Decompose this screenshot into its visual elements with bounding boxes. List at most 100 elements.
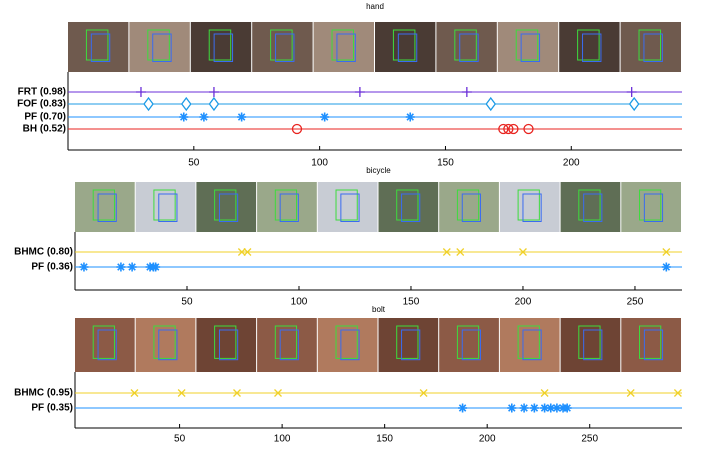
m [530, 404, 539, 412]
m [80, 263, 88, 271]
thumbnail [560, 318, 621, 372]
box [639, 325, 662, 359]
thumbnail [317, 318, 378, 372]
box [461, 329, 481, 361]
box [461, 193, 481, 222]
failure-marker [498, 123, 509, 135]
x-tick-label: 200 [479, 434, 496, 445]
m [406, 113, 414, 121]
m [673, 389, 682, 397]
box [214, 325, 237, 359]
box [578, 189, 601, 221]
failure-marker [529, 403, 539, 413]
m [626, 389, 635, 397]
x-tick-label: 100 [291, 297, 308, 308]
series-label: PF (0.70) [24, 112, 66, 123]
failure-marker [274, 389, 282, 397]
box [279, 193, 299, 222]
failure-marker [237, 248, 246, 256]
x-tick-label: 200 [563, 158, 580, 169]
failure-marker [179, 112, 189, 122]
box [270, 29, 293, 61]
m [442, 248, 451, 256]
failure-marker [130, 389, 139, 397]
box [454, 29, 477, 61]
box [92, 189, 115, 221]
m [553, 404, 561, 412]
box [153, 189, 176, 221]
failure-marker [405, 112, 415, 122]
box [335, 189, 358, 221]
box [152, 33, 172, 62]
box [643, 329, 664, 361]
failure-marker [79, 262, 89, 272]
series-label: PF (0.35) [31, 403, 73, 414]
failure-marker [442, 248, 451, 256]
box [459, 33, 479, 62]
failure-marker [508, 123, 519, 135]
failure-marker [562, 403, 572, 413]
x-tick-label: 100 [311, 158, 328, 169]
x-tick-label: 100 [274, 434, 291, 445]
box [456, 325, 480, 359]
box [92, 325, 115, 359]
thumbnail [378, 318, 439, 372]
failure-marker [243, 248, 252, 256]
m [547, 404, 555, 412]
m [523, 123, 534, 135]
m [662, 248, 671, 256]
thumbnail [135, 318, 196, 372]
failure-marker [143, 96, 154, 112]
box [279, 329, 299, 361]
box [522, 193, 542, 222]
m [540, 404, 549, 412]
m [485, 96, 497, 112]
box [147, 29, 170, 61]
box [582, 33, 602, 62]
panel-title: bicycle [366, 166, 391, 175]
box [578, 325, 601, 359]
x-tick-label: 200 [515, 297, 532, 308]
box [153, 325, 176, 359]
failure-marker [177, 389, 186, 397]
box [397, 33, 418, 62]
x-tick-label: 250 [581, 434, 598, 445]
box [517, 189, 540, 221]
box [218, 193, 239, 222]
box [336, 33, 356, 62]
failure-marker [673, 389, 682, 397]
box [515, 29, 539, 61]
failure-marker [540, 389, 549, 397]
series-label: FRT (0.98) [18, 87, 66, 98]
x-tick-label: 150 [403, 297, 420, 308]
series-label: PF (0.36) [31, 262, 73, 273]
box [396, 325, 419, 359]
box [274, 325, 298, 359]
failure-marker [507, 403, 517, 413]
failure-marker [461, 87, 472, 97]
x-tick-label: 50 [174, 434, 186, 445]
m [540, 389, 549, 397]
m [519, 248, 527, 256]
thumbnail [439, 318, 499, 372]
box [643, 33, 663, 62]
box [643, 193, 664, 222]
series-label: FOF (0.83) [17, 99, 66, 110]
box [85, 29, 109, 61]
box [331, 29, 355, 61]
failure-marker [485, 96, 497, 112]
box [218, 329, 239, 361]
m [419, 389, 428, 397]
failure-marker [237, 112, 247, 122]
m [458, 404, 467, 412]
failure-marker [354, 87, 365, 97]
failure-marker [199, 112, 209, 122]
m [503, 123, 514, 135]
box [90, 33, 111, 62]
thumbnail [621, 318, 681, 372]
thumbnail [257, 318, 317, 372]
m [508, 123, 519, 135]
m [117, 263, 125, 271]
box [335, 325, 358, 359]
box [396, 189, 419, 221]
